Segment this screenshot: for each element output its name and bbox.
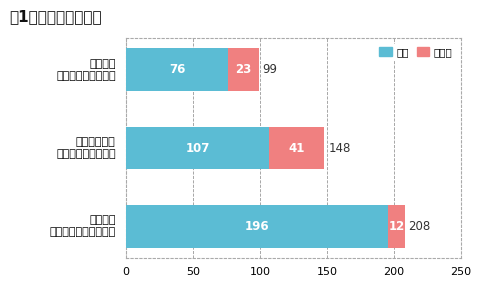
Bar bbox=[126, 49, 227, 91]
Legend: 会員, 非会員: 会員, 非会員 bbox=[376, 44, 454, 60]
Bar bbox=[388, 205, 404, 247]
Bar bbox=[227, 49, 258, 91]
Bar bbox=[126, 205, 388, 247]
Text: 23: 23 bbox=[235, 63, 251, 76]
Text: 99: 99 bbox=[262, 63, 277, 76]
Text: 148: 148 bbox=[328, 141, 350, 155]
Text: 208: 208 bbox=[408, 220, 430, 233]
Bar bbox=[269, 126, 323, 170]
Text: 41: 41 bbox=[288, 141, 304, 155]
Bar bbox=[126, 126, 269, 170]
Text: 図1：事業者相談件数: 図1：事業者相談件数 bbox=[10, 9, 102, 24]
Text: 107: 107 bbox=[185, 141, 210, 155]
Text: 76: 76 bbox=[168, 63, 185, 76]
Text: 196: 196 bbox=[244, 220, 269, 233]
Text: 12: 12 bbox=[388, 220, 404, 233]
